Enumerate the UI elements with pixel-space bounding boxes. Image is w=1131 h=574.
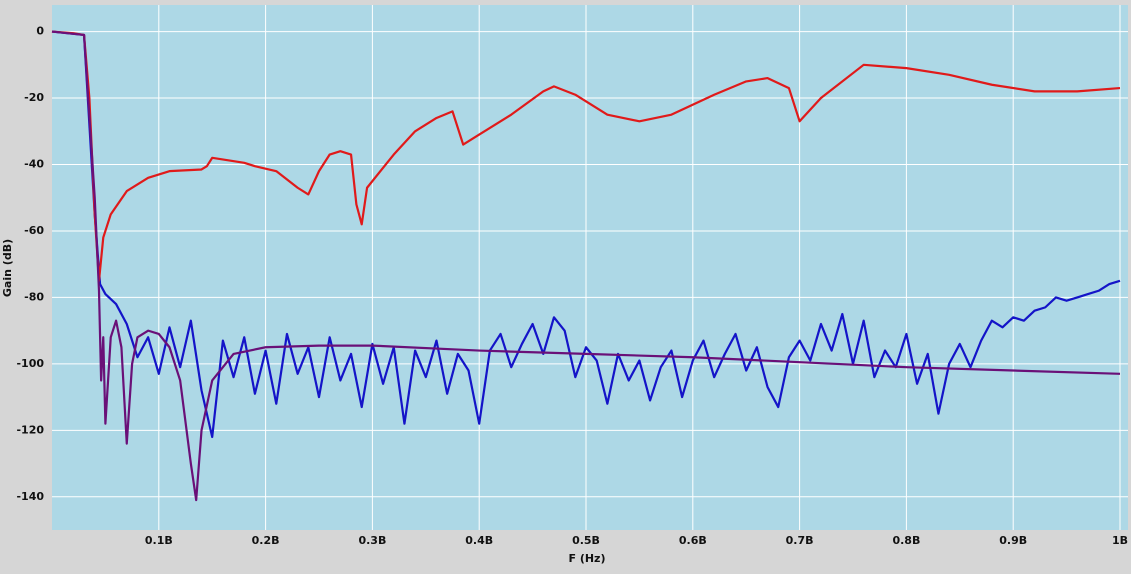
y-tick-label: -80 (24, 290, 44, 303)
x-tick-label: 0.7B (786, 534, 814, 547)
y-tick-label: -60 (24, 224, 44, 237)
plot-area (52, 5, 1128, 530)
series-line (51, 30, 1121, 502)
y-tick-label: 0 (36, 25, 44, 38)
x-tick-label: 0.2B (252, 534, 280, 547)
x-tick-label: 0.1B (145, 534, 173, 547)
x-tick-label: 0.6B (679, 534, 707, 547)
x-tick-label: 0.4B (465, 534, 493, 547)
y-axis-title: Gain (dB) (1, 239, 14, 297)
y-tick-label: -120 (16, 423, 44, 436)
x-tick-label: 0.3B (358, 534, 386, 547)
x-tick-label: 1B (1112, 534, 1128, 547)
y-tick-label: -40 (24, 157, 44, 170)
series-line (51, 30, 1121, 282)
y-tick-label: -100 (16, 357, 44, 370)
x-tick-label: 0.9B (999, 534, 1027, 547)
y-tick-label: -20 (24, 91, 44, 104)
x-tick-label: 0.8B (892, 534, 920, 547)
x-tick-label: 0.5B (572, 534, 600, 547)
y-tick-label: -140 (16, 490, 44, 503)
x-axis-title: F (Hz) (568, 552, 605, 565)
